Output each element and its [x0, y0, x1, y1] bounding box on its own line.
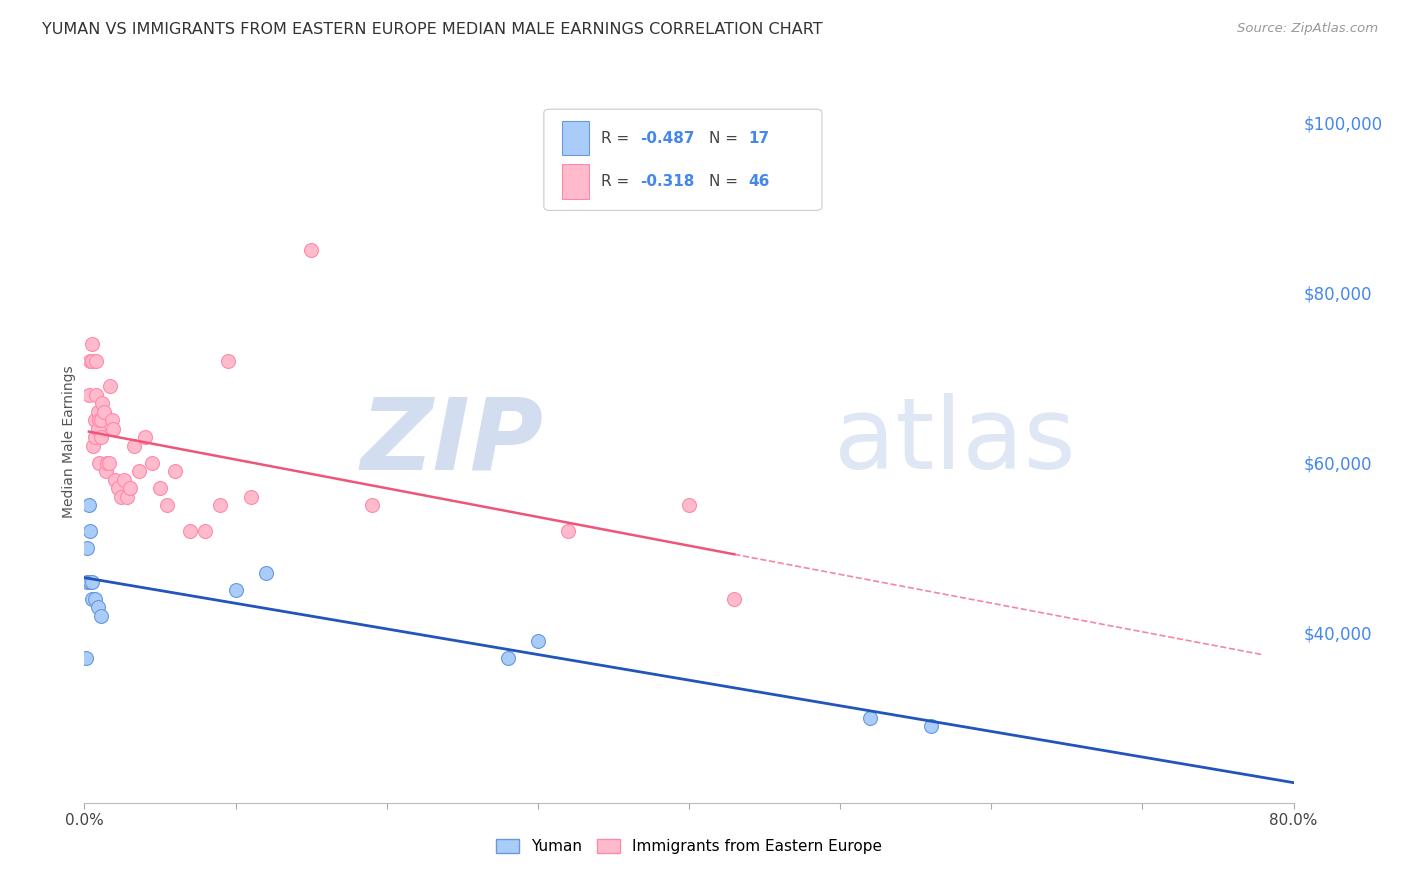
Point	[84, 413, 107, 427]
Point	[299, 244, 322, 258]
Point	[84, 591, 107, 606]
Point	[110, 490, 132, 504]
Point	[122, 439, 145, 453]
Text: N =: N =	[710, 174, 744, 189]
Text: 46: 46	[748, 174, 769, 189]
Text: Source: ZipAtlas.com: Source: ZipAtlas.com	[1237, 22, 1378, 36]
Point	[360, 498, 382, 512]
FancyBboxPatch shape	[562, 164, 589, 199]
Point	[107, 481, 129, 495]
Point	[86, 388, 108, 402]
Point	[79, 353, 101, 368]
Point	[557, 524, 579, 538]
Point	[91, 396, 114, 410]
Point	[678, 498, 700, 512]
FancyBboxPatch shape	[544, 109, 823, 211]
Point	[179, 524, 201, 538]
Point	[84, 430, 107, 444]
Point	[194, 524, 217, 538]
Point	[100, 413, 122, 427]
Point	[89, 456, 111, 470]
Point	[77, 388, 100, 402]
Point	[254, 566, 277, 581]
Point	[87, 600, 110, 615]
Point	[94, 464, 117, 478]
FancyBboxPatch shape	[562, 120, 589, 155]
Point	[209, 498, 232, 512]
Point	[225, 583, 247, 598]
Point	[87, 422, 110, 436]
Text: -0.318: -0.318	[641, 174, 695, 189]
Point	[90, 430, 112, 444]
Point	[90, 413, 112, 427]
Point	[128, 464, 150, 478]
Point	[134, 430, 156, 444]
Point	[112, 473, 135, 487]
Point	[165, 464, 187, 478]
Text: atlas: atlas	[834, 393, 1076, 490]
Point	[80, 336, 103, 351]
Point	[89, 413, 111, 427]
Point	[149, 481, 172, 495]
Point	[80, 574, 103, 589]
Point	[82, 439, 104, 453]
Point	[80, 591, 103, 606]
Point	[87, 405, 110, 419]
Legend: Yuman, Immigrants from Eastern Europe: Yuman, Immigrants from Eastern Europe	[489, 832, 889, 860]
Point	[86, 353, 108, 368]
Point	[75, 651, 97, 665]
Point	[97, 456, 120, 470]
Text: R =: R =	[600, 130, 634, 145]
Point	[859, 711, 882, 725]
Point	[101, 422, 124, 436]
Point	[77, 498, 100, 512]
Point	[93, 405, 115, 419]
Point	[217, 353, 239, 368]
Point	[118, 481, 141, 495]
Point	[80, 353, 103, 368]
Y-axis label: Median Male Earnings: Median Male Earnings	[62, 365, 76, 518]
Text: 17: 17	[748, 130, 769, 145]
Point	[156, 498, 179, 512]
Point	[90, 608, 112, 623]
Point	[115, 490, 138, 504]
Point	[104, 473, 127, 487]
Point	[79, 524, 101, 538]
Text: N =: N =	[710, 130, 744, 145]
Point	[239, 490, 262, 504]
Point	[920, 719, 942, 733]
Text: R =: R =	[600, 174, 634, 189]
Text: ZIP: ZIP	[361, 393, 544, 490]
Point	[76, 541, 98, 555]
Point	[76, 574, 98, 589]
Point	[527, 634, 550, 648]
Point	[141, 456, 163, 470]
Point	[96, 456, 118, 470]
Point	[79, 574, 101, 589]
Text: -0.487: -0.487	[641, 130, 695, 145]
Point	[496, 651, 519, 665]
Point	[723, 591, 745, 606]
Text: YUMAN VS IMMIGRANTS FROM EASTERN EUROPE MEDIAN MALE EARNINGS CORRELATION CHART: YUMAN VS IMMIGRANTS FROM EASTERN EUROPE …	[42, 22, 823, 37]
Point	[98, 379, 121, 393]
